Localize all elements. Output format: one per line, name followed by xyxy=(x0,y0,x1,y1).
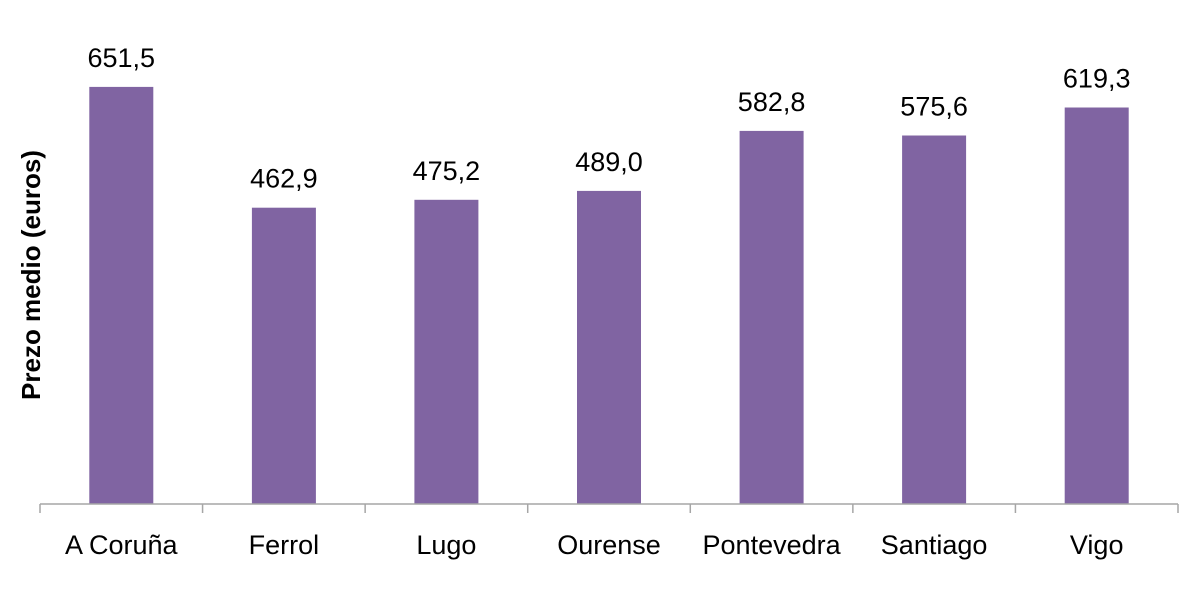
bar xyxy=(739,130,804,504)
data-label: 575,6 xyxy=(900,92,968,122)
x-tick-label: Santiago xyxy=(881,530,988,560)
data-label: 651,5 xyxy=(88,43,156,73)
bar xyxy=(577,190,641,504)
bars-group xyxy=(89,86,1129,505)
x-axis xyxy=(39,503,1179,513)
x-tick-label: Pontevedra xyxy=(703,530,842,560)
data-label: 619,3 xyxy=(1063,64,1131,94)
bar xyxy=(414,199,479,505)
data-label: 475,2 xyxy=(413,156,481,186)
x-tick-label: A Coruña xyxy=(65,530,179,560)
bar xyxy=(89,86,154,505)
value-labels-group: 651,5 462,9 475,2 489,0 582,8 575,6 619,3 xyxy=(88,43,1131,194)
bar xyxy=(251,207,316,504)
x-tick-label: Ourense xyxy=(557,530,661,560)
data-label: 462,9 xyxy=(250,164,318,194)
bar xyxy=(902,135,967,504)
x-tick-label: Lugo xyxy=(416,530,476,560)
x-tick-labels: A Coruña Ferrol Lugo Ourense Pontevedra Santi… xyxy=(65,530,1123,560)
bar xyxy=(1064,107,1129,504)
data-label: 489,0 xyxy=(575,147,643,177)
y-axis-title: Prezo medio (euros) xyxy=(16,150,46,400)
data-label: 582,8 xyxy=(738,87,806,117)
x-tick-label: Vigo xyxy=(1070,530,1124,560)
x-tick-label: Ferrol xyxy=(249,530,320,560)
